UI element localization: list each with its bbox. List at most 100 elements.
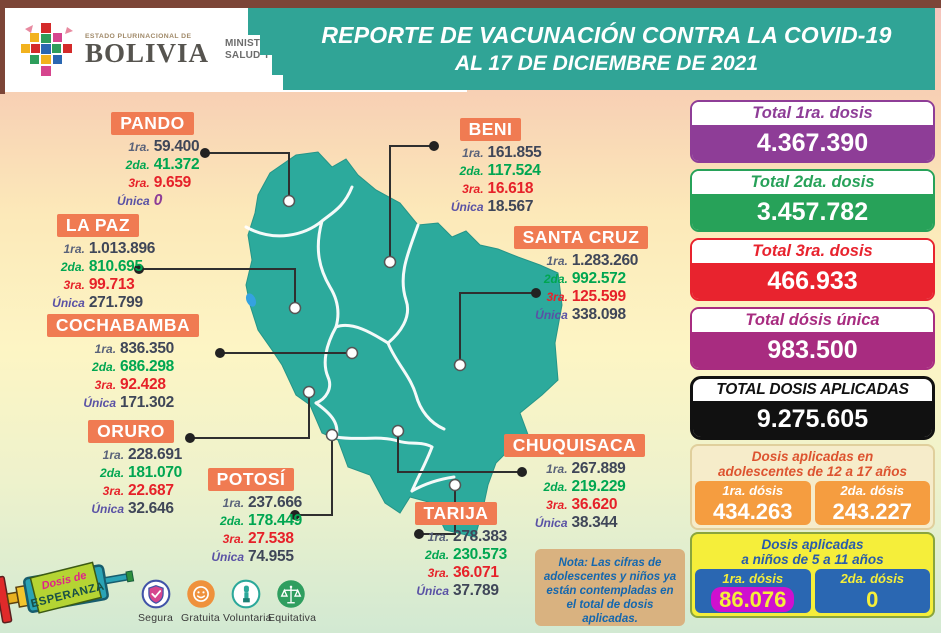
dose2-label: 2da. (425, 548, 450, 562)
children-dose1-cell: 1ra. dósis 86.076 (695, 569, 811, 613)
dose2-label: 2da. (125, 158, 150, 172)
dose1-label: 1ra. (222, 496, 245, 510)
dose2-value: 178.449 (248, 512, 302, 529)
total-dose2-title: Total 2da. dosis (692, 171, 933, 194)
smiley-icon (186, 580, 215, 608)
total-dose1-title: Total 1ra. dosis (692, 102, 933, 125)
principle-gratuita: Gratuita (178, 579, 223, 624)
dose3-value: 125.599 (571, 288, 626, 305)
total-applied-value: 9.275.605 (693, 401, 932, 437)
unica-label: Única (117, 194, 150, 208)
total-dose3-value: 466.933 (692, 263, 933, 299)
dept-la-paz: LA PAZ 1ra. 1.013.896 2da. 810.695 3ra. 99.… (18, 214, 178, 312)
dose3-value: 27.538 (248, 530, 294, 547)
dose2-label: 2da. (459, 164, 484, 178)
note-box: Nota: Las cifras de adolescentes y niños… (535, 549, 685, 626)
report-date: AL 17 DE DICIEMBRE DE 2021 (454, 52, 759, 75)
dose1-value: 1.283.260 (571, 252, 639, 269)
children-title-line1: Dosis aplicadas (761, 537, 864, 552)
dose3-value: 16.618 (487, 180, 534, 197)
unica-value: 171.302 (120, 394, 174, 411)
dose2-value: 810.695 (88, 258, 143, 275)
principle-gratuita-label: Gratuita (181, 612, 220, 624)
total-applied-title: TOTAL DOSIS APLICADAS (716, 381, 909, 398)
adolescents-title-line1: Dosis aplicadas en (751, 449, 874, 464)
principle-equitativa: Equitativa (268, 579, 317, 624)
total-dose3-title: Total 3ra. dosis (692, 240, 933, 263)
dose1-label: 1ra. (63, 242, 85, 256)
adolescents-dose1-label: 1ra. dósis (722, 483, 784, 498)
total-unica-title: Total dósis única (692, 309, 933, 332)
dose1-label: 1ra. (546, 254, 568, 268)
dose1-label: 1ra. (94, 342, 117, 356)
adolescents-dose1-value: 434.263 (712, 499, 793, 524)
raised-hand-icon (231, 579, 260, 609)
children-panel: Dosis aplicadas a niños de 5 a 11 años 1… (690, 532, 935, 618)
unica-label: Única (91, 502, 125, 516)
principle-segura-label: Segura (137, 612, 174, 624)
left-border (0, 0, 5, 94)
unica-value: 0 (153, 192, 163, 209)
note-label: Nota: (558, 557, 588, 569)
adolescents-dose1-cell: 1ra. dósis 434.263 (695, 481, 811, 525)
dose2-label: 2da. (100, 466, 125, 480)
dose2-label: 2da. (543, 480, 568, 494)
unica-label: Única (83, 396, 117, 410)
dose3-value: 36.071 (453, 564, 499, 581)
dose3-value: 92.428 (120, 376, 166, 393)
dept-cochabamba-title: COCHABAMBA (46, 314, 200, 337)
dose3-label: 3ra. (427, 566, 450, 580)
dose3-label: 3ra. (462, 182, 484, 196)
report-title: REPORTE DE VACUNACIÓN CONTRA LA COVID-19 (321, 22, 892, 48)
dept-beni-title: BENI (459, 118, 522, 141)
dept-tarija-title: TARIJA (414, 502, 498, 525)
title-banner: REPORTE DE VACUNACIÓN CONTRA LA COVID-19… (248, 8, 935, 90)
children-dose2-cell: 2da. dósis 0 (814, 569, 930, 613)
dept-santa-cruz-title: SANTA CRUZ (513, 226, 649, 249)
dose2-value: 41.372 (153, 156, 200, 173)
dose1-value: 59.400 (153, 138, 200, 155)
shield-check-icon (141, 579, 170, 609)
dept-potosi: POTOSÍ 1ra. 237.666 2da. 178.449 3ra. 27.53… (172, 468, 330, 566)
unica-label: Única (535, 308, 568, 322)
principle-voluntaria: Voluntaria (223, 579, 272, 624)
dept-oruro-title: ORURO (88, 420, 174, 443)
dose1-label: 1ra. (462, 146, 484, 160)
dose2-value: 230.573 (453, 546, 507, 563)
dept-tarija: TARIJA 1ra. 278.383 2da. 230.573 3ra. 36.07… (392, 502, 520, 600)
unica-value: 338.098 (571, 306, 626, 323)
dose1-label: 1ra. (128, 140, 150, 154)
dose2-label: 2da. (92, 360, 117, 374)
adolescents-dose2-cell: 2da. dósis 243.227 (814, 481, 930, 525)
dose3-label: 3ra. (128, 176, 150, 190)
children-dose1-label: 1ra. dósis (722, 571, 784, 586)
dose2-label: 2da. (60, 260, 85, 274)
hope-syringe-graphic: Dosis de ESPERANZA (0, 561, 135, 624)
dose3-label: 3ra. (546, 498, 568, 512)
dose2-value: 117.524 (487, 162, 541, 179)
dose1-value: 278.383 (453, 528, 507, 545)
dose2-value: 992.572 (571, 270, 626, 287)
dept-potosi-title: POTOSÍ (207, 468, 295, 491)
dose1-value: 161.855 (487, 144, 542, 161)
unica-value: 271.799 (88, 294, 143, 311)
dose3-label: 3ra. (102, 484, 125, 498)
children-dose1-value: 86.076 (711, 587, 795, 612)
unica-label: Única (416, 584, 450, 598)
unica-label: Única (211, 550, 245, 564)
dose3-label: 3ra. (94, 378, 117, 392)
bolivia-coat-of-arms (21, 23, 73, 76)
dept-cochabamba: COCHABAMBA 1ra. 836.350 2da. 686.298 3ra. 9… (42, 314, 204, 412)
top-border (0, 0, 941, 8)
unica-value: 74.955 (248, 548, 294, 565)
adolescents-panel: Dosis aplicadas en adolescentes de 12 a … (690, 444, 935, 530)
principle-segura: Segura (133, 579, 178, 624)
country-name: BOLIVIA (85, 38, 210, 68)
dose3-label: 3ra. (63, 278, 85, 292)
dept-la-paz-title: LA PAZ (56, 214, 140, 237)
syringe-label (29, 561, 103, 614)
total-dose1-value: 4.367.390 (692, 125, 933, 161)
syringe-needle (103, 573, 129, 585)
principle-equitativa-label: Equitativa (268, 612, 317, 624)
